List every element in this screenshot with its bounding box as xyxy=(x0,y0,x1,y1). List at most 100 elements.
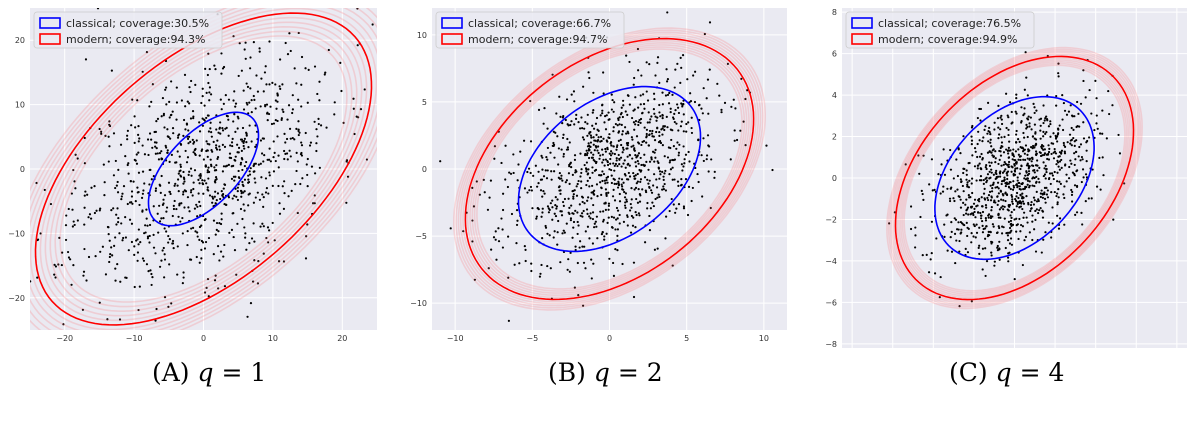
data-point xyxy=(653,98,656,101)
data-point xyxy=(608,152,611,155)
data-point xyxy=(571,236,574,239)
data-point xyxy=(352,107,355,110)
data-point xyxy=(253,170,256,173)
data-point xyxy=(574,245,577,248)
data-point xyxy=(1016,179,1019,182)
data-point xyxy=(153,130,156,134)
data-point xyxy=(680,102,683,105)
data-point xyxy=(260,176,263,179)
data-point xyxy=(658,134,661,137)
data-point xyxy=(742,120,745,123)
data-point xyxy=(1039,154,1043,158)
data-point xyxy=(138,137,141,140)
data-point xyxy=(231,197,234,200)
data-point xyxy=(1049,135,1052,138)
data-point xyxy=(1015,217,1018,220)
data-point xyxy=(667,102,671,105)
data-point xyxy=(592,153,595,156)
data-point xyxy=(201,117,204,120)
data-point xyxy=(1038,151,1041,154)
data-point xyxy=(659,173,662,176)
data-point xyxy=(684,153,688,156)
data-point xyxy=(978,226,981,229)
data-point xyxy=(1050,236,1053,239)
data-point xyxy=(241,126,245,130)
y-tick-label: 0 xyxy=(20,165,25,174)
data-point xyxy=(182,276,185,279)
data-point xyxy=(583,127,586,130)
data-point xyxy=(1010,211,1013,214)
data-point xyxy=(1023,136,1026,139)
data-point xyxy=(633,76,636,80)
data-point xyxy=(586,179,589,182)
data-point xyxy=(1023,107,1026,110)
data-point xyxy=(988,190,992,193)
data-point xyxy=(922,198,925,201)
data-point xyxy=(984,166,987,169)
data-point xyxy=(529,99,532,103)
data-point xyxy=(208,143,211,146)
legend-swatch xyxy=(39,33,61,45)
data-point xyxy=(987,216,990,219)
legend: classical; coverage:30.5%modern; coverag… xyxy=(33,11,223,49)
data-point xyxy=(987,230,990,233)
data-point xyxy=(192,142,195,145)
data-point xyxy=(548,234,551,237)
data-point xyxy=(616,144,619,147)
data-point xyxy=(225,126,228,129)
data-point xyxy=(639,178,643,181)
data-point xyxy=(1057,75,1060,78)
data-point xyxy=(1021,263,1024,267)
data-point xyxy=(223,243,226,247)
data-point xyxy=(674,109,677,112)
data-point xyxy=(165,103,168,106)
data-point xyxy=(703,32,706,36)
data-point xyxy=(950,221,953,224)
data-point xyxy=(1052,132,1055,135)
data-point xyxy=(604,208,607,211)
data-point xyxy=(1014,198,1017,201)
data-point xyxy=(1003,160,1006,164)
data-point xyxy=(184,149,187,153)
data-point xyxy=(281,108,284,111)
data-point xyxy=(997,216,1000,219)
data-point xyxy=(137,125,140,128)
data-point xyxy=(965,209,968,212)
data-point xyxy=(171,239,175,243)
data-point xyxy=(720,111,723,114)
data-point xyxy=(679,125,683,128)
data-point xyxy=(1051,206,1054,209)
data-point xyxy=(541,168,544,171)
data-point xyxy=(250,111,253,114)
data-point xyxy=(1015,93,1018,96)
data-point xyxy=(562,155,565,158)
data-point xyxy=(136,259,139,262)
data-point xyxy=(1044,201,1047,204)
data-point xyxy=(307,68,310,71)
data-point xyxy=(718,94,721,97)
data-point xyxy=(261,193,264,196)
data-point xyxy=(555,112,558,115)
data-point xyxy=(199,173,202,176)
data-point xyxy=(482,178,485,181)
data-point xyxy=(215,146,218,149)
data-point xyxy=(137,140,140,143)
data-point xyxy=(661,188,664,191)
data-point xyxy=(999,150,1002,153)
data-point xyxy=(1043,148,1046,151)
data-point xyxy=(115,223,118,226)
data-point xyxy=(245,82,248,85)
data-point xyxy=(1000,118,1003,121)
data-point xyxy=(646,121,649,124)
data-point xyxy=(183,189,186,192)
data-point xyxy=(207,114,210,117)
data-point xyxy=(587,156,591,160)
data-point xyxy=(952,177,955,180)
data-point xyxy=(663,172,666,175)
data-point xyxy=(592,127,596,130)
data-point xyxy=(537,108,541,111)
data-point xyxy=(563,231,566,234)
data-point xyxy=(148,132,152,135)
data-point xyxy=(970,205,973,209)
